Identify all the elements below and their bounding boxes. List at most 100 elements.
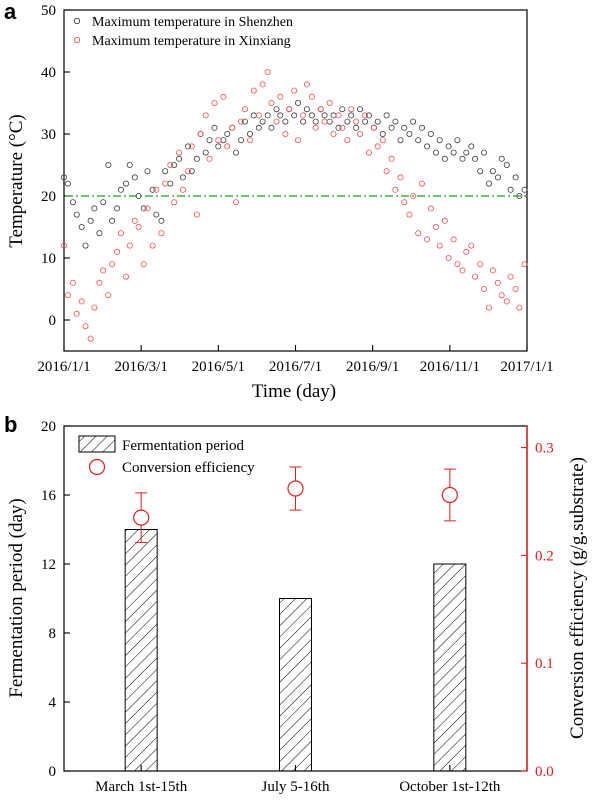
xinxiang-point <box>229 124 236 131</box>
panel-a-y-tick-label: 30 <box>41 127 56 143</box>
xinxiang-point <box>73 310 80 317</box>
panel-a-letter: a <box>4 0 17 24</box>
xinxiang-point <box>503 298 510 305</box>
panel-b-left-tick-label: 4 <box>49 695 57 711</box>
xinxiang-point <box>321 118 328 125</box>
shenzhen-point <box>321 112 328 119</box>
shenzhen-point <box>255 124 262 131</box>
xinxiang-point <box>273 118 280 125</box>
xinxiang-point <box>432 223 439 230</box>
shenzhen-point <box>117 186 124 193</box>
shenzhen-point <box>463 149 470 156</box>
xinxiang-point <box>410 192 417 199</box>
shenzhen-point <box>365 112 372 119</box>
shenzhen-point <box>494 174 501 181</box>
xinxiang-point <box>238 118 245 125</box>
shenzhen-point <box>379 130 386 137</box>
shenzhen-point <box>392 118 399 125</box>
shenzhen-point <box>282 118 289 125</box>
xinxiang-point <box>179 186 186 193</box>
panel-b-right-tick-label: 0.2 <box>535 548 554 564</box>
shenzhen-point <box>64 180 71 187</box>
xinxiang-point <box>344 137 351 144</box>
xinxiang-point <box>418 180 425 187</box>
xinxiang-point <box>64 292 71 299</box>
shenzhen-point <box>131 174 138 181</box>
xinxiang-point <box>171 199 178 206</box>
xinxiang-point <box>176 149 183 156</box>
legend-label-conversion-efficiency: Conversion efficiency <box>122 460 255 476</box>
xinxiang-point <box>459 267 466 274</box>
shenzhen-point <box>206 137 213 144</box>
panel-b-letter: b <box>4 412 17 437</box>
xinxiang-point <box>197 130 204 137</box>
xinxiang-point <box>241 106 248 113</box>
shenzhen-point <box>78 223 85 230</box>
shenzhen-point <box>489 168 496 175</box>
panel-a-ticks: 0 10 20 30 40 50 2016/1/1 2016/3/1 2016/5/1 2016/… <box>37 3 553 375</box>
shenzhen-point <box>224 130 231 137</box>
panel-a-temperature-chart: a 0 10 20 30 40 50 2016/1/1 2016/3/1 2016/5/1 201… <box>4 0 554 402</box>
shenzhen-point <box>158 217 165 224</box>
panel-b-left-tick-label: 20 <box>41 419 56 435</box>
xinxiang-point <box>312 124 319 131</box>
shenzhen-point <box>401 124 408 131</box>
shenzhen-point <box>291 112 298 119</box>
xinxiang-point <box>392 186 399 193</box>
shenzhen-point <box>339 106 346 113</box>
xinxiang-point <box>78 298 85 305</box>
shenzhen-point <box>374 118 381 125</box>
conversion-point <box>441 486 458 504</box>
shenzhen-point <box>300 118 307 125</box>
shenzhen-point <box>61 174 68 181</box>
panel-b-right-tick-label: 0.1 <box>535 656 554 672</box>
shenzhen-point <box>468 143 475 150</box>
xinxiang-point <box>494 279 501 286</box>
panel-a-x-tick-label: 2016/11/1 <box>420 359 480 375</box>
xinxiang-point <box>158 230 165 237</box>
xinxiang-point <box>246 137 253 144</box>
xinxiang-point <box>144 205 151 212</box>
shenzhen-point <box>114 205 121 212</box>
shenzhen-point <box>498 155 505 162</box>
xinxiang-point <box>498 292 505 299</box>
shenzhen-point <box>264 112 271 119</box>
shenzhen-point <box>162 168 169 175</box>
shenzhen-point <box>215 143 222 150</box>
conversion-point <box>133 509 150 526</box>
panel-b-bars <box>124 529 467 772</box>
shenzhen-point <box>69 199 76 206</box>
xinxiang-point <box>436 242 443 249</box>
panel-a-x-tick-label: 2016/9/1 <box>346 359 399 375</box>
shenzhen-point <box>472 155 479 162</box>
xinxiang-point <box>91 304 98 311</box>
xinxiang-point <box>153 186 160 193</box>
xinxiang-point <box>326 100 333 107</box>
shenzhen-point <box>427 130 434 137</box>
xinxiang-point <box>135 223 142 230</box>
xinxiang-point <box>362 112 369 119</box>
panel-a-x-tick-label: 2017/1/1 <box>500 359 553 375</box>
fermentation-bar <box>433 563 467 772</box>
xinxiang-point <box>507 273 514 280</box>
xinxiang-point <box>291 87 298 94</box>
xinxiang-point <box>370 124 377 131</box>
xinxiang-point <box>131 217 138 224</box>
shenzhen-point <box>480 149 487 156</box>
xinxiang-point <box>348 106 355 113</box>
shenzhen-point <box>149 186 156 193</box>
shenzhen-point <box>73 211 80 218</box>
panel-b-left-axis-title: Fermentation period (day) <box>6 498 27 697</box>
xinxiang-point <box>383 168 390 175</box>
panel-b-right-axis-title: Conversion efficiency (g/g.substrate) <box>567 457 588 739</box>
panel-b-right-tick-label: 0.0 <box>535 764 554 780</box>
xinxiang-point <box>167 161 174 168</box>
legend-marker-conversion-efficiency <box>88 458 106 476</box>
shenzhen-point <box>418 124 425 131</box>
xinxiang-point <box>489 267 496 274</box>
panel-a-x-tick-label: 2016/1/1 <box>37 359 90 375</box>
xinxiang-point <box>211 100 218 107</box>
xinxiang-point <box>277 93 284 100</box>
shenzhen-point <box>153 211 160 218</box>
shenzhen-point <box>326 118 333 125</box>
